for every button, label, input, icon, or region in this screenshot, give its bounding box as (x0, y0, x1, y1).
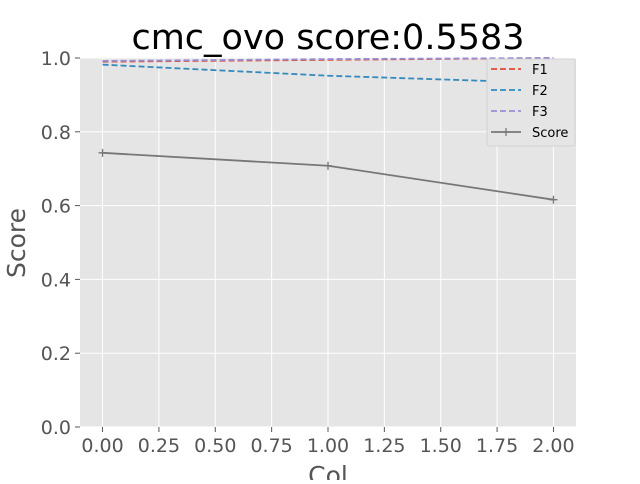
x-axis-ticks: 0.00 0.25 0.50 0.75 1.00 1.25 1.50 1.75 2.00 (81, 427, 575, 457)
x-tick-label: 0.75 (250, 435, 292, 457)
y-tick-label: 0.4 (41, 269, 71, 291)
legend-label-f1: F1 (532, 63, 548, 78)
y-tick-label: 0.8 (41, 122, 71, 144)
y-tick-label: 0.2 (41, 343, 71, 365)
x-tick-label: 0.50 (194, 435, 236, 457)
y-axis-label: Score (2, 208, 31, 278)
series-line-f2 (102, 63, 554, 84)
legend-box (486, 58, 576, 147)
data-point-score (324, 161, 332, 170)
y-tick-label: 1.0 (41, 48, 71, 70)
data-point-score (98, 148, 107, 157)
series-layer (98, 57, 558, 204)
legend-label-f2: F2 (532, 84, 548, 99)
legend-label-score: Score (532, 126, 568, 141)
x-tick-label: 1.75 (476, 435, 518, 457)
series-line-f3 (102, 57, 554, 62)
data-point-score (549, 195, 558, 204)
x-tick-label: 2.00 (532, 435, 574, 457)
legend-marker-score (502, 128, 510, 136)
legend-items: F1 F2 F3 Score (491, 63, 568, 141)
x-tick-label: 0.00 (81, 435, 123, 457)
y-tick-label: 0.6 (41, 196, 71, 218)
y-axis-ticks: 0.0 0.2 0.4 0.6 0.8 1.0 (41, 48, 80, 439)
legend: F1 F2 F3 Score (486, 58, 576, 147)
legend-label-f3: F3 (532, 105, 548, 120)
x-tick-label: 0.25 (138, 435, 180, 457)
chart-title: cmc_ovo score:0.5583 (131, 18, 524, 58)
x-axis-label: Col (308, 461, 348, 480)
x-tick-label: 1.50 (420, 435, 462, 457)
x-tick-label: 1.25 (363, 435, 405, 457)
y-tick-label: 0.0 (41, 417, 71, 439)
x-tick-label: 1.00 (307, 435, 349, 457)
